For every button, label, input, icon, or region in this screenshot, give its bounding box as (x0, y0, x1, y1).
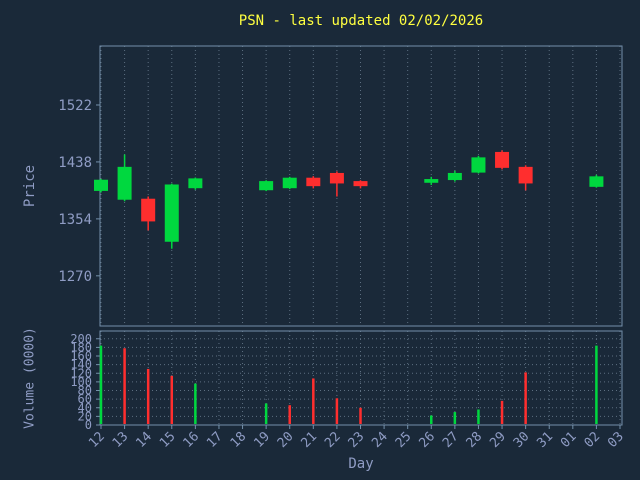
svg-text:29: 29 (487, 429, 509, 451)
svg-text:18: 18 (228, 429, 250, 451)
svg-text:02: 02 (582, 429, 604, 451)
svg-text:120: 120 (70, 366, 92, 380)
svg-text:1354: 1354 (58, 212, 92, 228)
svg-text:26: 26 (416, 429, 438, 451)
svg-text:22: 22 (322, 429, 344, 451)
volume-axis-label: Volume (0000) (22, 327, 38, 429)
svg-text:13: 13 (110, 429, 132, 451)
svg-text:140: 140 (70, 358, 92, 372)
svg-text:24: 24 (369, 429, 391, 451)
svg-text:1522: 1522 (58, 98, 92, 114)
svg-text:60: 60 (78, 392, 92, 406)
svg-text:17: 17 (204, 429, 226, 451)
x-axis-label: Day (348, 456, 374, 472)
svg-text:0: 0 (85, 418, 92, 432)
svg-text:20: 20 (275, 429, 297, 451)
svg-text:80: 80 (78, 384, 92, 398)
svg-text:21: 21 (298, 429, 320, 451)
svg-text:25: 25 (393, 429, 415, 451)
svg-text:15: 15 (157, 429, 179, 451)
svg-text:1438: 1438 (58, 155, 92, 171)
svg-text:27: 27 (440, 429, 462, 451)
svg-text:40: 40 (78, 401, 92, 415)
svg-text:20: 20 (78, 409, 92, 423)
svg-text:100: 100 (70, 375, 92, 389)
svg-text:23: 23 (346, 429, 368, 451)
svg-text:31: 31 (534, 429, 556, 451)
svg-text:12: 12 (86, 429, 108, 451)
svg-text:200: 200 (70, 332, 92, 346)
svg-text:30: 30 (511, 429, 533, 451)
chart-title: PSN - last updated 02/02/2026 (238, 13, 484, 29)
svg-text:16: 16 (181, 429, 203, 451)
svg-text:28: 28 (464, 429, 486, 451)
svg-text:1270: 1270 (58, 269, 92, 285)
svg-text:19: 19 (251, 429, 273, 451)
svg-text:14: 14 (133, 429, 155, 451)
price-axis-label: Price (22, 164, 38, 208)
svg-text:01: 01 (558, 429, 580, 451)
svg-text:180: 180 (70, 340, 92, 354)
svg-text:160: 160 (70, 349, 92, 363)
svg-text:03: 03 (605, 429, 627, 451)
